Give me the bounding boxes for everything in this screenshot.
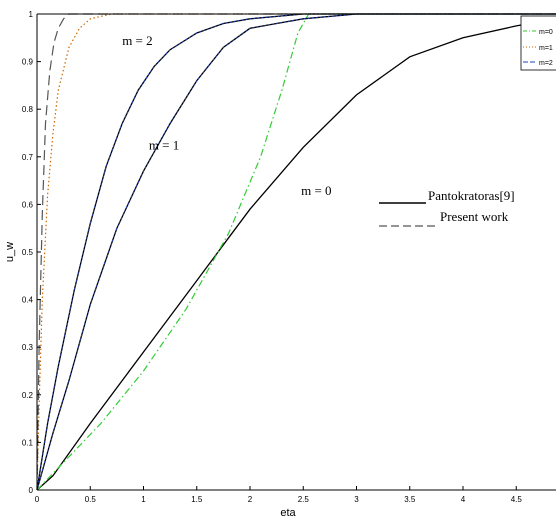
y-tick-label: 1 xyxy=(29,10,34,19)
curve-label-2: m = 0 xyxy=(301,183,331,198)
ticks: 0 0.5 1 1.5 2 2.5 3 3.5 4 4.5 0 0.1 0.2 0.3 0.4 0.5 0.6 0… xyxy=(22,10,522,504)
x-tick-label: 0.5 xyxy=(85,495,97,504)
x-tick-label: 2.5 xyxy=(298,495,310,504)
x-tick-label: 1.5 xyxy=(191,495,203,504)
series-line-6 xyxy=(36,13,556,491)
y-tick-label: 0.2 xyxy=(22,391,34,400)
small-legend: m=0 m=1 m=2 xyxy=(520,15,556,71)
y-tick-label: 0.5 xyxy=(22,248,34,257)
x-tick-label: 2 xyxy=(248,495,253,504)
y-axis-label: u_w xyxy=(4,242,16,262)
curve-label-0: m = 2 xyxy=(122,33,152,48)
x-tick-label: 4.5 xyxy=(511,495,523,504)
x-tick-label: 4 xyxy=(461,495,466,504)
x-tick-label: 3.5 xyxy=(404,495,416,504)
x-tick-label: 0 xyxy=(35,495,40,504)
series-line-5 xyxy=(36,13,556,491)
series-line-1 xyxy=(36,13,556,491)
main-legend: Pantokratoras[9] Present work xyxy=(379,188,515,227)
y-tick-label: 0.4 xyxy=(22,296,34,305)
small-legend-label-m0: m=0 xyxy=(539,29,553,36)
y-tick-label: 0.9 xyxy=(22,58,34,67)
y-tick-label: 0.8 xyxy=(22,105,34,114)
small-legend-label-m2: m=2 xyxy=(539,60,553,67)
series-line-3 xyxy=(36,13,556,491)
y-tick-label: 0.3 xyxy=(22,343,34,352)
small-legend-label-m1: m=1 xyxy=(539,45,553,52)
curve-labels: m = 2 m = 1 m = 0 xyxy=(122,33,331,198)
x-tick-label: 1 xyxy=(141,495,146,504)
legend-label-pantokratoras: Pantokratoras[9] xyxy=(428,188,515,203)
small-legend-box xyxy=(520,15,556,71)
legend-label-present-work: Present work xyxy=(440,209,509,224)
series-line-0 xyxy=(36,18,556,491)
x-axis-label: eta xyxy=(280,507,296,519)
curve-label-1: m = 1 xyxy=(149,138,179,153)
y-tick-label: 0.6 xyxy=(22,200,34,209)
y-tick-label: 0.7 xyxy=(22,153,34,162)
y-tick-label: 0 xyxy=(29,486,34,495)
x-tick-label: 3 xyxy=(354,495,359,504)
y-tick-label: 0.1 xyxy=(22,438,34,447)
